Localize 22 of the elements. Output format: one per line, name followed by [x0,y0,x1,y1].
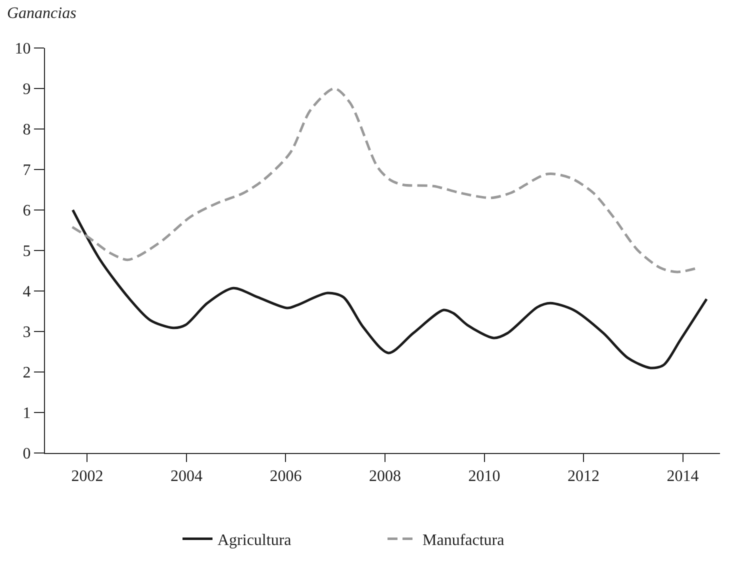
y-tick-label: 6 [22,202,31,220]
x-tick-label: 2002 [71,468,104,486]
y-tick-label: 8 [22,122,31,139]
y-tick-label: 0 [22,446,31,463]
y-axis-title: Ganancias [7,5,76,22]
x-tick-label: 2012 [568,468,600,486]
x-tick-label: 2008 [368,468,401,486]
legend-label: Manufactura [422,532,504,549]
y-tick-label: 4 [22,284,31,301]
x-tick-label: 2004 [170,468,202,486]
x-tick-label: 2014 [666,468,699,486]
y-tick-label: 1 [22,405,31,422]
line-series [72,208,708,370]
y-tick-label: 7 [22,162,31,180]
y-tick-label: 9 [22,81,31,98]
y-tick-label: 3 [22,324,31,342]
x-tick-label: 2010 [468,468,500,486]
legend-label: Agricultura [218,532,292,549]
y-tick-label: 2 [22,364,31,382]
y-tick-label: 10 [14,40,31,58]
y-tick-label: 5 [22,243,31,260]
x-tick-label: 2006 [270,468,302,486]
